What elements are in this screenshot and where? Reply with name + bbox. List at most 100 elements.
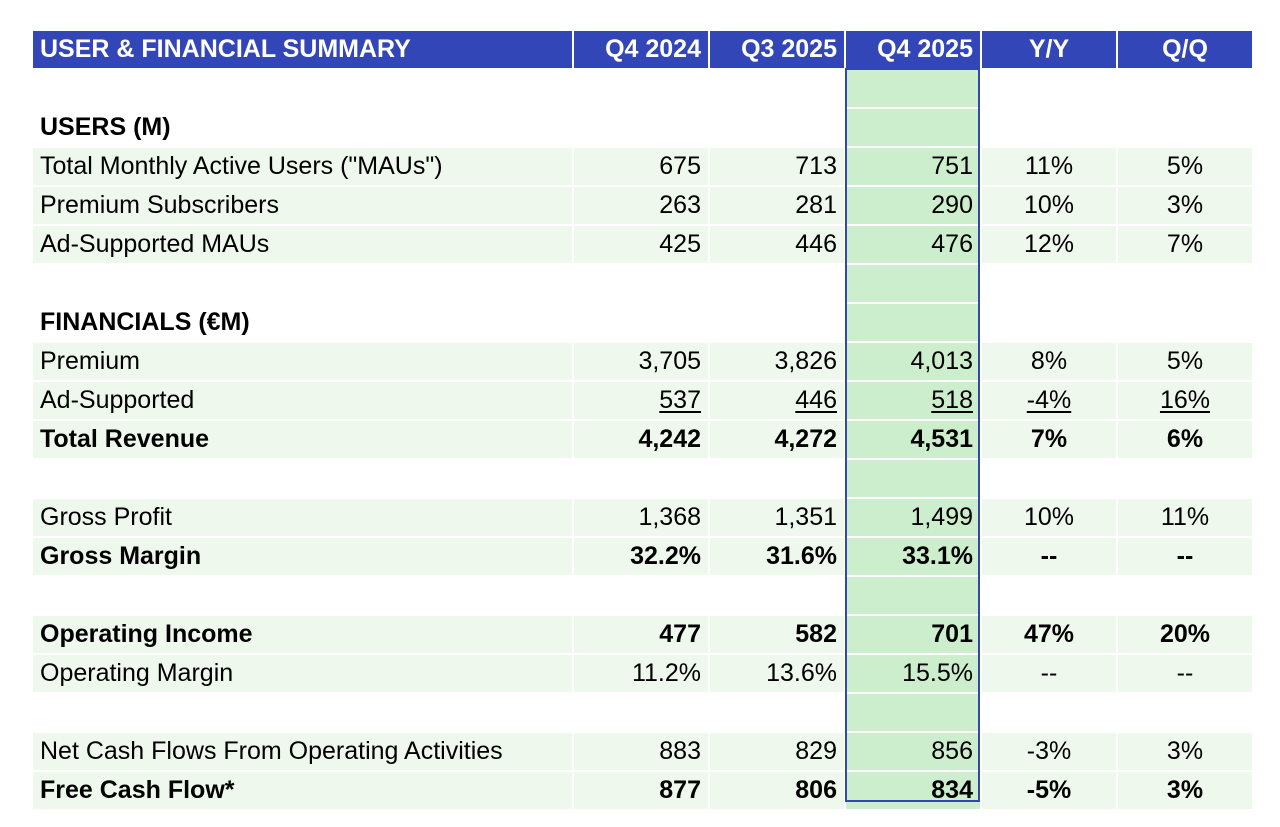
value-cell-qoq: 7% — [1118, 226, 1252, 263]
value-cell-q4-2024: 11.2% — [574, 655, 708, 692]
spacer-cell — [982, 265, 1116, 302]
value-cell-q3-2025: 446 — [710, 226, 844, 263]
value-cell-q3-2025: 582 — [710, 616, 844, 653]
value-cell-yoy: -5% — [982, 772, 1116, 809]
spacer-cell — [33, 460, 572, 497]
value-cell-qoq: -- — [1118, 538, 1252, 575]
row-label: Premium — [33, 343, 572, 380]
value-cell-q4-2024: 263 — [574, 187, 708, 224]
spacer-cell — [982, 304, 1116, 341]
value-cell-q3-2025: 3,826 — [710, 343, 844, 380]
row-label: Gross Profit — [33, 499, 572, 536]
value-cell-q3-2025: 281 — [710, 187, 844, 224]
value-cell-yoy: 10% — [982, 499, 1116, 536]
value-cell-qoq: 3% — [1118, 187, 1252, 224]
row-label: Total Monthly Active Users ("MAUs") — [33, 148, 572, 185]
underlined-value: 537 — [659, 386, 701, 414]
value-cell-q4-2024: 877 — [574, 772, 708, 809]
row-label: Operating Margin — [33, 655, 572, 692]
spacer-cell — [846, 577, 980, 614]
value-cell-q3-2025: 829 — [710, 733, 844, 770]
value-cell-yoy: -4% — [982, 382, 1116, 419]
row-label: Operating Income — [33, 616, 572, 653]
value-cell-q4-2025: 4,531 — [846, 421, 980, 458]
value-cell-q4-2024: 425 — [574, 226, 708, 263]
value-cell-q4-2025: 15.5% — [846, 655, 980, 692]
value-cell-q4-2025: 701 — [846, 616, 980, 653]
value-cell-q4-2025: 834 — [846, 772, 980, 809]
value-cell-qoq: 11% — [1118, 499, 1252, 536]
value-cell-yoy: 47% — [982, 616, 1116, 653]
row-label: Total Revenue — [33, 421, 572, 458]
column-header-yoy: Y/Y — [982, 31, 1116, 68]
value-cell-q4-2024: 537 — [574, 382, 708, 419]
value-cell-q3-2025: 806 — [710, 772, 844, 809]
value-cell-q4-2024: 477 — [574, 616, 708, 653]
value-cell-q4-2024: 3,705 — [574, 343, 708, 380]
spacer-cell — [982, 460, 1116, 497]
spacer-cell — [710, 70, 844, 107]
value-cell-q3-2025: 1,351 — [710, 499, 844, 536]
value-cell-q4-2025: 290 — [846, 187, 980, 224]
spacer-cell — [574, 460, 708, 497]
value-cell-qoq: 5% — [1118, 148, 1252, 185]
spacer-cell — [33, 694, 572, 731]
value-cell-q4-2025: 4,013 — [846, 343, 980, 380]
value-cell-qoq: 3% — [1118, 733, 1252, 770]
value-cell-q4-2024: 32.2% — [574, 538, 708, 575]
spacer-cell — [846, 460, 980, 497]
spacer-cell — [1118, 694, 1252, 731]
section-heading: FINANCIALS (€M) — [40, 308, 250, 336]
value-cell-q4-2025: 476 — [846, 226, 980, 263]
spacer-cell — [846, 265, 980, 302]
column-header-q3-2025: Q3 2025 — [710, 31, 844, 68]
table-title: USER & FINANCIAL SUMMARY — [33, 31, 572, 68]
value-cell-yoy: 8% — [982, 343, 1116, 380]
row-label: Gross Margin — [33, 538, 572, 575]
underlined-value: -4% — [1026, 386, 1072, 414]
value-cell-yoy: 11% — [982, 148, 1116, 185]
row-label: Free Cash Flow* — [33, 772, 572, 809]
value-cell-q3-2025: 713 — [710, 148, 844, 185]
value-cell-q3-2025: 446 — [710, 382, 844, 419]
row-label: Ad-Supported — [33, 382, 572, 419]
spacer-cell — [982, 694, 1116, 731]
value-cell-yoy: 12% — [982, 226, 1116, 263]
spacer-cell — [710, 265, 844, 302]
value-cell-q4-2024: 1,368 — [574, 499, 708, 536]
value-cell-qoq: 16% — [1118, 382, 1252, 419]
value-cell-qoq: 20% — [1118, 616, 1252, 653]
underlined-value: 446 — [795, 386, 837, 414]
value-cell-yoy: 10% — [982, 187, 1116, 224]
underlined-value: 518 — [931, 386, 973, 414]
spacer-cell — [574, 70, 708, 107]
spacer-cell — [846, 304, 980, 341]
spacer-cell — [1118, 460, 1252, 497]
value-cell-yoy: 7% — [982, 421, 1116, 458]
value-cell-q4-2025: 1,499 — [846, 499, 980, 536]
column-header-q4-2025: Q4 2025 — [846, 31, 980, 68]
spacer-cell — [1118, 70, 1252, 107]
underlined-value: 16% — [1159, 386, 1211, 414]
value-cell-qoq: 5% — [1118, 343, 1252, 380]
value-cell-yoy: -3% — [982, 733, 1116, 770]
spacer-cell — [710, 577, 844, 614]
value-cell-q4-2025: 518 — [846, 382, 980, 419]
spacer-cell — [1118, 265, 1252, 302]
row-label: Ad-Supported MAUs — [33, 226, 572, 263]
value-cell-q4-2025: 751 — [846, 148, 980, 185]
spacer-cell — [1118, 109, 1252, 146]
value-cell-qoq: 3% — [1118, 772, 1252, 809]
column-header-q4-2024: Q4 2024 — [574, 31, 708, 68]
value-cell-q4-2025: 856 — [846, 733, 980, 770]
section-heading: USERS (M) — [40, 113, 171, 141]
spacer-cell — [710, 109, 844, 146]
spacer-cell — [574, 109, 708, 146]
financial-summary-table: USER & FINANCIAL SUMMARY Q4 2024 Q3 2025… — [33, 31, 1252, 809]
spacer-cell — [33, 265, 572, 302]
row-label: Premium Subscribers — [33, 187, 572, 224]
spacer-cell — [1118, 304, 1252, 341]
spacer-cell — [982, 109, 1116, 146]
value-cell-qoq: -- — [1118, 655, 1252, 692]
spacer-cell — [33, 70, 572, 107]
